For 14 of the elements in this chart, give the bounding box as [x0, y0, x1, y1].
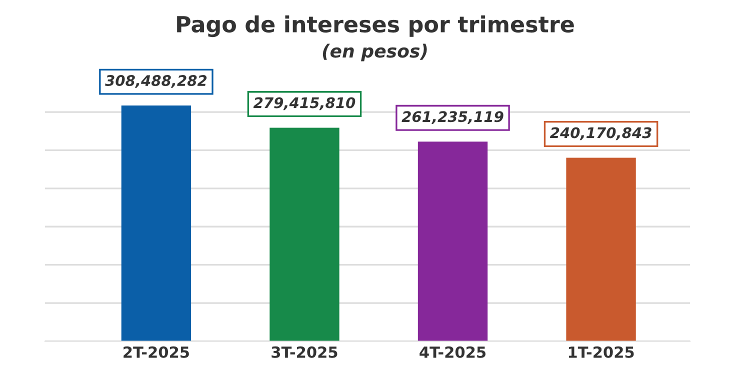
x-tick-label: 4T-2025 — [420, 346, 486, 358]
data-label: 308,488,282 — [105, 75, 207, 88]
x-tick-label: 3T-2025 — [272, 346, 338, 358]
data-label: 240,170,843 — [550, 127, 652, 140]
x-tick-label: 2T-2025 — [124, 346, 189, 358]
x-tick-label: 1T-2025 — [568, 346, 634, 358]
bar — [418, 142, 488, 342]
bar — [121, 106, 192, 342]
data-label: 279,415,810 — [253, 97, 356, 110]
bar — [270, 128, 340, 342]
chart-subtitle: (en pesos) — [322, 44, 427, 62]
data-label: 261,235,119 — [402, 111, 504, 124]
chart-title: Pago de intereses por trimestre — [177, 15, 574, 38]
bar — [566, 158, 636, 342]
